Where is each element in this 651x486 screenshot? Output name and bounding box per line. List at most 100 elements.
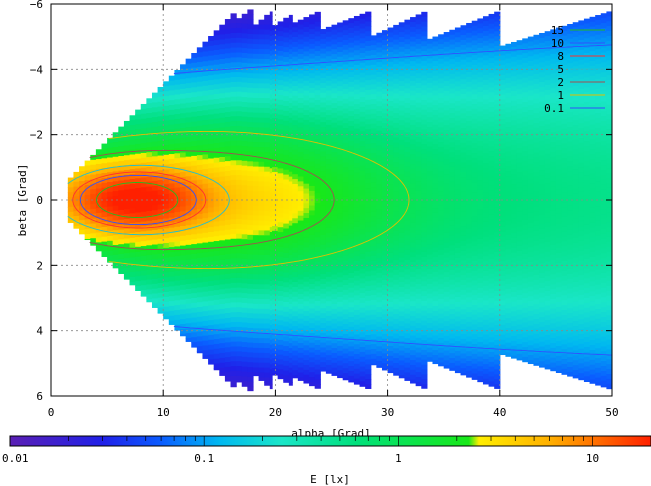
heat-cell bbox=[163, 272, 170, 278]
heat-cell bbox=[454, 336, 462, 342]
heat-cell bbox=[421, 256, 428, 263]
heat-cell bbox=[466, 228, 473, 235]
heat-cell bbox=[348, 356, 355, 362]
heat-cell bbox=[426, 122, 434, 128]
heat-cell bbox=[505, 122, 512, 128]
heat-cell bbox=[264, 196, 271, 202]
heat-cell bbox=[365, 41, 372, 47]
heat-cell bbox=[196, 346, 204, 352]
heat-cell bbox=[376, 243, 383, 249]
heat-cell bbox=[376, 81, 383, 88]
heat-cell bbox=[292, 345, 299, 352]
heat-cell bbox=[342, 255, 349, 262]
heat-cell bbox=[398, 51, 406, 58]
heat-cell bbox=[67, 206, 75, 213]
heat-cell bbox=[236, 32, 243, 39]
heat-cell bbox=[219, 294, 226, 300]
heat-cell bbox=[511, 41, 518, 48]
heat-cell bbox=[213, 162, 220, 169]
heat-cell bbox=[247, 298, 254, 305]
heat-cell bbox=[365, 300, 372, 307]
heat-cell bbox=[297, 225, 305, 231]
heat-cell bbox=[269, 197, 273, 204]
heat-cell bbox=[393, 186, 400, 193]
heat-cell bbox=[283, 292, 290, 298]
heat-cell bbox=[185, 298, 192, 305]
heat-cell bbox=[140, 157, 147, 164]
heat-cell bbox=[432, 266, 439, 273]
heat-cell bbox=[163, 292, 170, 298]
heat-cell bbox=[236, 370, 243, 377]
heat-cell bbox=[185, 127, 192, 133]
heat-cell bbox=[230, 302, 237, 308]
heat-cell bbox=[432, 119, 439, 126]
heat-cell bbox=[387, 346, 394, 352]
heat-cell bbox=[320, 161, 327, 167]
heat-cell bbox=[314, 330, 321, 336]
heat-cell bbox=[252, 93, 260, 99]
heat-cell bbox=[288, 279, 293, 285]
heat-cell bbox=[449, 220, 456, 227]
heat-cell bbox=[314, 256, 321, 263]
heat-cell bbox=[477, 366, 484, 372]
heat-cell bbox=[118, 131, 125, 138]
heat-cell bbox=[118, 234, 125, 240]
heat-cell bbox=[505, 107, 512, 113]
heat-cell bbox=[151, 229, 159, 236]
heat-cell bbox=[415, 166, 422, 172]
heat-cell bbox=[365, 276, 372, 282]
heat-cell bbox=[101, 197, 108, 203]
heat-cell bbox=[224, 185, 232, 192]
heat-cell bbox=[325, 306, 333, 312]
heat-cell bbox=[163, 174, 170, 180]
heat-cell bbox=[258, 102, 265, 109]
heat-cell bbox=[230, 116, 237, 122]
heat-cell bbox=[297, 230, 305, 236]
heat-cell bbox=[236, 356, 243, 362]
heat-cell bbox=[488, 249, 495, 255]
heat-cell bbox=[381, 88, 389, 95]
heat-cell bbox=[219, 352, 226, 359]
heat-cell bbox=[297, 107, 305, 114]
heat-cell bbox=[466, 179, 473, 186]
heat-cell bbox=[185, 68, 192, 74]
heat-cell bbox=[387, 331, 394, 337]
heat-cell bbox=[477, 327, 484, 333]
heat-cell bbox=[252, 122, 260, 128]
heat-cell bbox=[449, 328, 456, 335]
heat-cell bbox=[482, 202, 490, 208]
heat-cell bbox=[196, 267, 204, 274]
heat-cell bbox=[415, 102, 422, 109]
heat-cell bbox=[258, 39, 265, 45]
heat-cell bbox=[247, 215, 254, 221]
heat-cell bbox=[146, 132, 153, 139]
heat-cell bbox=[288, 29, 293, 36]
heat-cell bbox=[421, 114, 428, 121]
heat-cell bbox=[112, 191, 119, 197]
heat-cell bbox=[288, 181, 293, 187]
heat-cell bbox=[213, 69, 220, 76]
heat-cell bbox=[393, 118, 400, 124]
heat-cell bbox=[196, 101, 204, 107]
heat-cell bbox=[365, 295, 372, 302]
heat-cell bbox=[264, 137, 271, 143]
heat-cell bbox=[269, 129, 273, 135]
heat-cell bbox=[118, 141, 125, 147]
heat-cell bbox=[404, 264, 411, 271]
heat-cell bbox=[264, 39, 271, 45]
heat-cell bbox=[365, 90, 372, 96]
heat-cell bbox=[95, 188, 103, 194]
heat-cell bbox=[426, 53, 434, 59]
heat-cell bbox=[432, 159, 439, 165]
heat-cell bbox=[213, 285, 220, 291]
heat-cell bbox=[292, 316, 299, 322]
heat-cell bbox=[348, 189, 355, 196]
heat-cell bbox=[426, 195, 434, 202]
heat-cell bbox=[180, 255, 187, 261]
heat-cell bbox=[387, 184, 394, 190]
heat-cell bbox=[393, 201, 400, 207]
heat-cell bbox=[359, 249, 366, 255]
heat-cell bbox=[381, 235, 389, 242]
heat-cell bbox=[443, 301, 450, 308]
heat-cell bbox=[269, 231, 273, 238]
